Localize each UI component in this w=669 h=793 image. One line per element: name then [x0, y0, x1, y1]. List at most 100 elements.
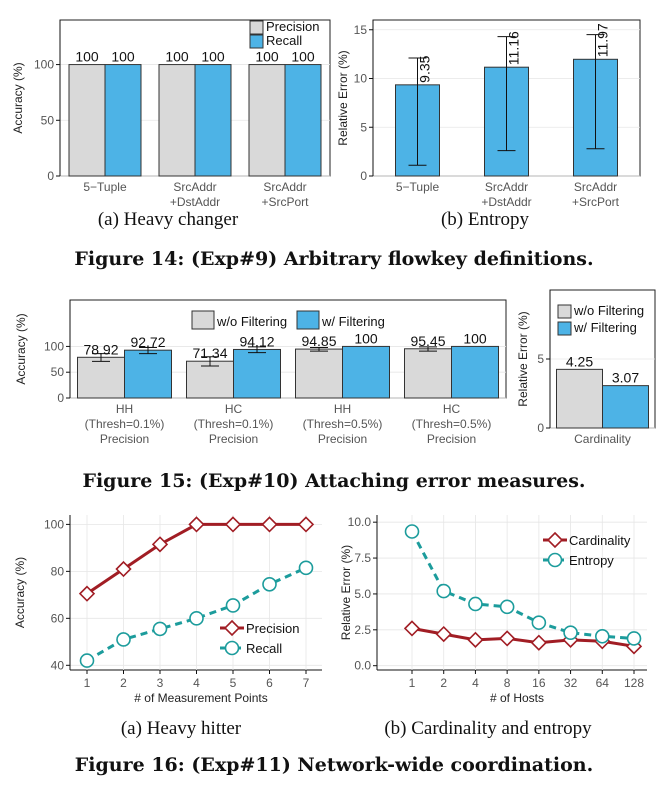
y-tick-label: 50 [41, 113, 55, 127]
x-tick-label: HH [334, 402, 351, 416]
x-tick-label: (Thresh=0.1%) [85, 417, 165, 431]
point [594, 628, 610, 644]
y-axis-title: Relative Error (%) [336, 50, 350, 145]
point [563, 625, 578, 640]
data-label: 71.34 [192, 345, 227, 361]
y-axis-title: Relative Error (%) [339, 545, 353, 640]
legend-label: Recall [266, 33, 302, 48]
point [531, 615, 547, 630]
data-label: 78.92 [83, 341, 118, 357]
data-label: 100 [255, 49, 279, 65]
caption-16a: (a) Heavy hitter [121, 718, 242, 739]
data-label: 11.97 [595, 23, 611, 57]
point [468, 596, 483, 612]
y-axis-title: Accuracy (%) [13, 557, 27, 628]
point [152, 621, 168, 637]
y-tick-label: 10.0 [348, 515, 372, 529]
x-axis-title: # of Hosts [490, 691, 544, 705]
bar [77, 356, 125, 399]
y-tick-label: 100 [44, 339, 64, 353]
bar [556, 368, 603, 429]
x-tick-label: 5 [230, 676, 237, 690]
point [546, 531, 564, 549]
x-tick-label: 5−Tuple [83, 180, 127, 194]
bar [158, 64, 196, 177]
x-tick-label: (Thresh=0.5%) [303, 417, 383, 431]
chart-heavy-hitter: 40 60 80 100 Accuracy (%) 1 2 3 4 5 6 7 # of Measure… [13, 515, 322, 705]
y-tick-label: 0 [360, 169, 367, 183]
x-tick-label: SrcAddr [485, 180, 528, 194]
y-tick-label: 5.0 [354, 587, 371, 601]
legend-label: Entropy [569, 553, 614, 568]
x-tick-label: +SrcPort [261, 195, 309, 209]
x-tick-label: SrcAddr [263, 180, 306, 194]
y-axis-title: Accuracy (%) [11, 62, 25, 133]
chart-heavy-changer: 0 50 100 Accuracy (%) 100 100 5−Tuple 100 100 Src… [11, 19, 331, 209]
bar [68, 64, 106, 177]
data-label: 11.16 [506, 31, 522, 65]
chart-cardinality-entropy: 0.0 2.5 5.0 7.5 10.0 Relative Error (%) 1 2 4 8 16… [339, 515, 647, 705]
x-tick-label: +SrcPort [572, 195, 620, 209]
y-tick-label: 0 [57, 391, 64, 405]
bar [602, 385, 649, 429]
x-tick-label: 4 [193, 676, 200, 690]
bar [248, 64, 286, 177]
y-tick-label: 100 [34, 58, 54, 72]
legend-label: Precision [266, 19, 319, 34]
point [116, 632, 131, 647]
point [297, 516, 315, 533]
figure-15-caption: Figure 15: (Exp#10) Attaching error meas… [82, 470, 585, 492]
point [151, 536, 169, 553]
point [499, 599, 515, 615]
legend-swatch [249, 34, 264, 49]
point [298, 560, 314, 576]
point [115, 560, 132, 578]
x-axis-title: # of Measurement Points [134, 691, 267, 705]
x-tick-label: 4 [472, 676, 479, 690]
x-tick-label: 5−Tuple [396, 180, 440, 194]
caption-16b: (b) Cardinality and entropy [384, 718, 592, 739]
point [436, 583, 452, 599]
y-tick-label: 0 [537, 421, 544, 435]
point [403, 620, 421, 637]
x-tick-label: Precision [318, 432, 367, 446]
bar [284, 64, 322, 177]
x-tick-label: SrcAddr [173, 180, 216, 194]
figure-16-caption: Figure 16: (Exp#11) Network-wide coordin… [75, 754, 593, 776]
caption-14a: (a) Heavy changer [98, 209, 239, 230]
legend-label: w/ Filtering [321, 314, 385, 329]
data-label: 100 [463, 330, 487, 346]
legend-label: Cardinality [569, 533, 631, 548]
x-tick-label: 2 [120, 676, 127, 690]
bar [233, 348, 281, 399]
x-tick-label: +DstAddr [170, 195, 220, 209]
x-tick-label: HH [116, 402, 133, 416]
legend-swatch [557, 304, 572, 319]
y-axis-title: Accuracy (%) [14, 313, 28, 384]
y-tick-label: 7.5 [354, 551, 371, 565]
legend-swatch [191, 310, 215, 330]
point [188, 516, 205, 533]
point [547, 552, 563, 568]
x-tick-label: 16 [532, 676, 546, 690]
legend-label: w/o Filtering [216, 314, 287, 329]
point [530, 634, 547, 651]
x-tick-label: 7 [303, 676, 310, 690]
data-label: 9.35 [417, 55, 433, 82]
x-tick-label: Precision [100, 432, 149, 446]
y-tick-label: 100 [44, 517, 64, 531]
point [261, 516, 278, 533]
point [224, 516, 242, 533]
x-tick-label: 8 [504, 676, 511, 690]
y-tick-label: 0.0 [354, 659, 371, 673]
x-tick-label: Cardinality [574, 432, 631, 446]
x-tick-label: HC [443, 402, 461, 416]
data-label: 100 [111, 49, 135, 65]
point [435, 625, 452, 643]
bar [342, 345, 390, 399]
data-label: 94.12 [239, 333, 274, 349]
bar [104, 64, 142, 177]
point [224, 640, 240, 656]
